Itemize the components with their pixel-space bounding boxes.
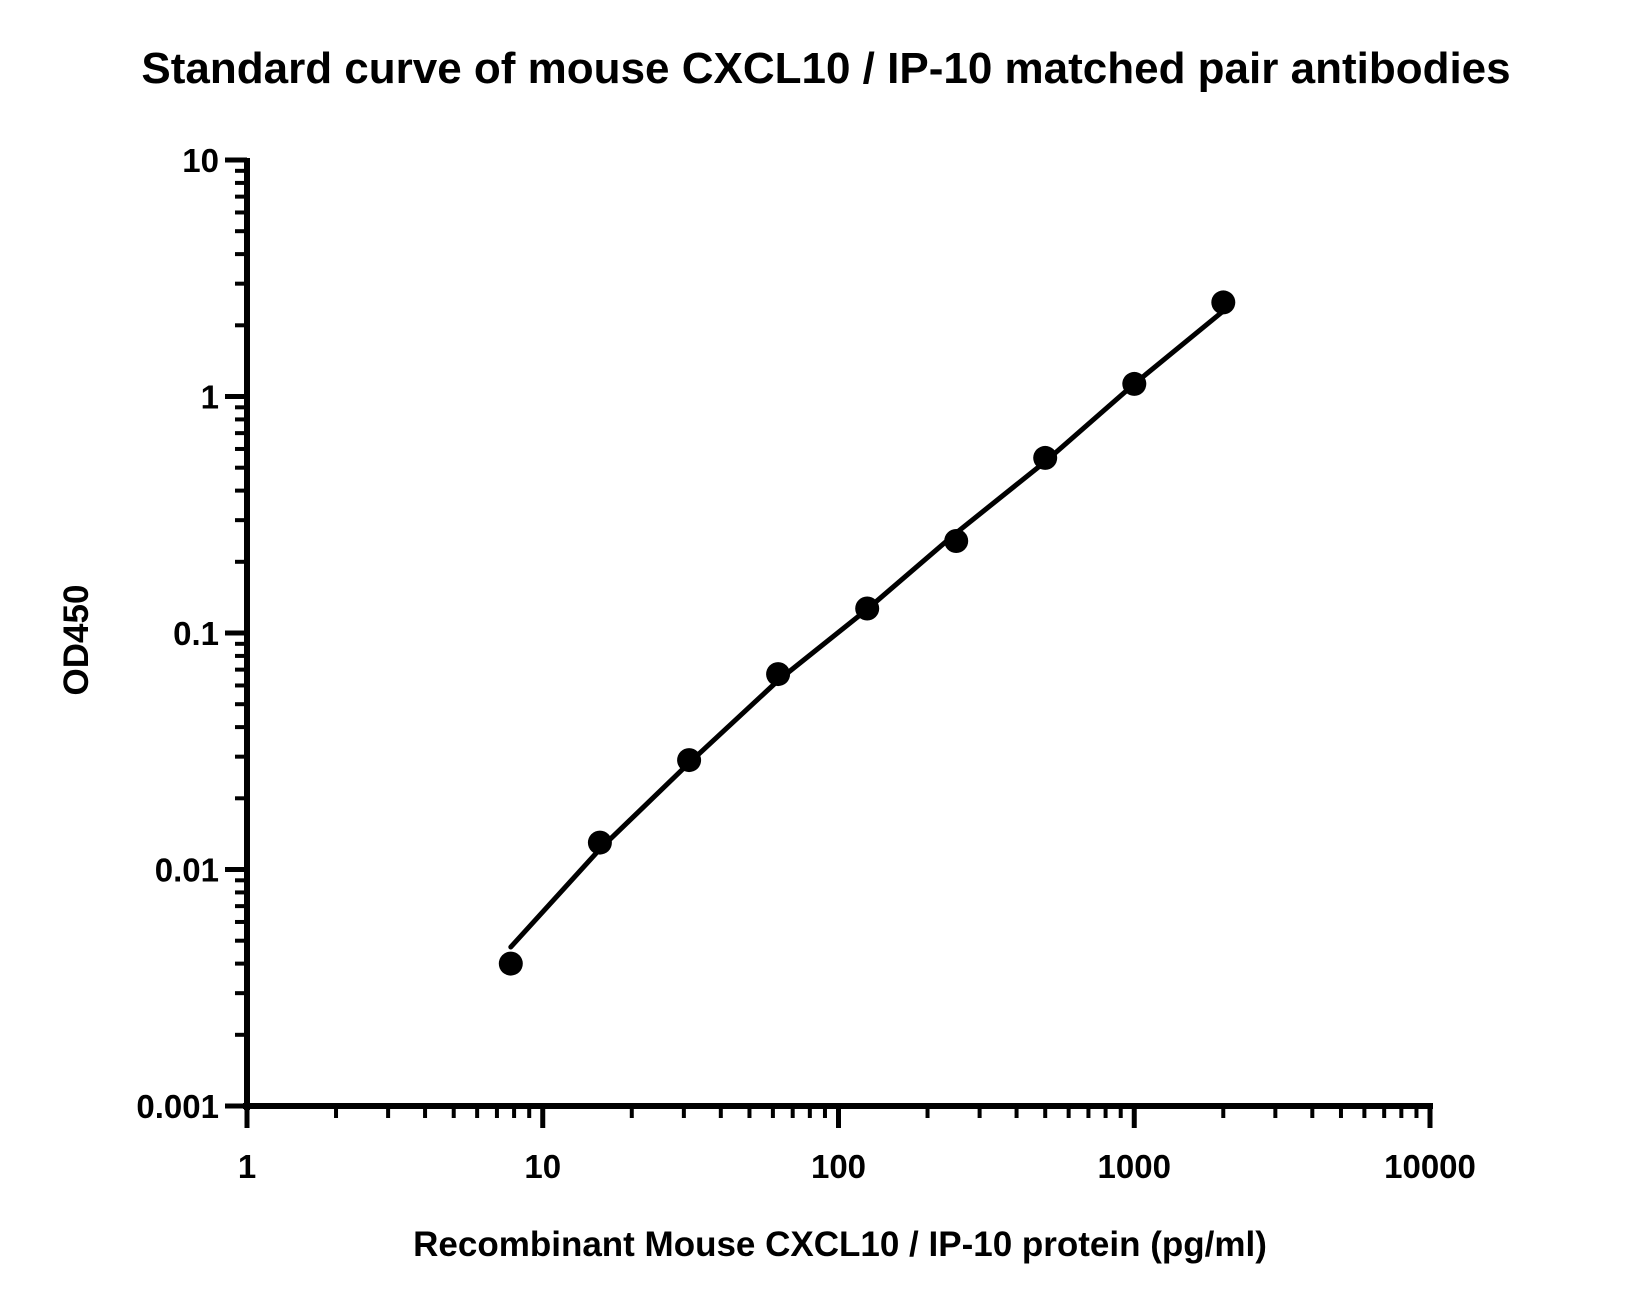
y-tick-label: 1	[201, 379, 219, 416]
data-point	[944, 529, 969, 553]
y-tick-label: 0.1	[173, 615, 219, 652]
fit-line	[508, 308, 1226, 950]
chart-title: Standard curve of mouse CXCL10 / IP-10 m…	[141, 44, 1511, 93]
data-point	[498, 951, 523, 976]
fit-curve	[508, 308, 1226, 950]
data-point	[587, 830, 612, 855]
tick-labels: 0.001 0.01 0.1 1 10 1 10 100 1000 10000	[136, 142, 1475, 1185]
x-tick-label: 1	[238, 1148, 256, 1185]
data-point	[855, 596, 880, 621]
axes	[225, 157, 1433, 1128]
y-tick-label: 0.001	[136, 1088, 219, 1125]
y-tick-label: 10	[182, 142, 219, 179]
y-tick-label: 0.01	[155, 852, 219, 889]
data-point	[1033, 445, 1058, 470]
y-axis-title: OD450	[57, 585, 96, 696]
x-tick-label: 100	[811, 1148, 866, 1185]
x-tick-label: 10	[524, 1148, 561, 1185]
data-point	[677, 748, 702, 773]
x-tick-label: 10000	[1384, 1148, 1476, 1185]
data-points	[498, 290, 1236, 976]
x-axis-title: Recombinant Mouse CXCL10 / IP-10 protein…	[413, 1225, 1267, 1264]
data-point	[1211, 290, 1236, 315]
data-point	[1122, 371, 1147, 396]
x-tick-label: 1000	[1098, 1148, 1171, 1185]
data-point	[766, 662, 791, 687]
